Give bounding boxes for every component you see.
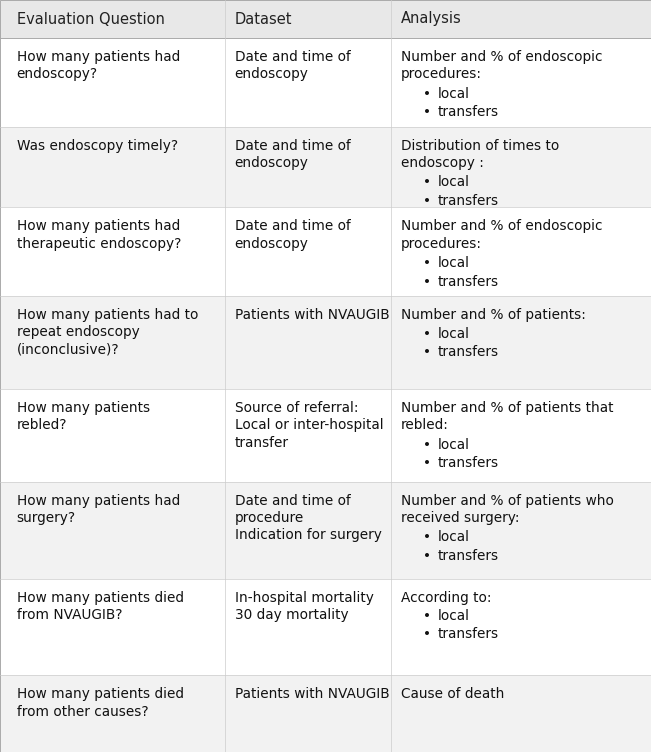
Text: transfers: transfers <box>437 549 499 562</box>
Text: •: • <box>422 345 430 359</box>
Text: •: • <box>422 530 430 544</box>
Text: Number and % of endoscopic
procedures:: Number and % of endoscopic procedures: <box>400 220 602 250</box>
Bar <box>0 675 651 752</box>
Text: Date and time of
endoscopy: Date and time of endoscopy <box>234 220 350 250</box>
Text: Number and % of patients who
received surgery:: Number and % of patients who received su… <box>400 494 613 525</box>
Text: How many patients had
surgery?: How many patients had surgery? <box>16 494 180 525</box>
Text: transfers: transfers <box>437 627 499 641</box>
Text: •: • <box>422 326 430 341</box>
Text: Number and % of endoscopic
procedures:: Number and % of endoscopic procedures: <box>400 50 602 81</box>
Text: Patients with NVAUGIB: Patients with NVAUGIB <box>234 308 389 322</box>
Text: Cause of death: Cause of death <box>400 687 504 702</box>
Text: Number and % of patients that
rebled:: Number and % of patients that rebled: <box>400 401 613 432</box>
Text: Source of referral:
Local or inter-hospital
transfer: Source of referral: Local or inter-hospi… <box>234 401 383 450</box>
Text: Distribution of times to
endoscopy :: Distribution of times to endoscopy : <box>400 139 559 170</box>
Text: transfers: transfers <box>437 194 499 208</box>
Text: transfers: transfers <box>437 105 499 119</box>
Text: Analysis: Analysis <box>400 11 462 26</box>
Text: •: • <box>422 194 430 208</box>
Text: Date and time of
procedure
Indication for surgery: Date and time of procedure Indication fo… <box>234 494 381 542</box>
Text: •: • <box>422 86 430 101</box>
Bar <box>0 38 651 127</box>
Text: local: local <box>437 326 469 341</box>
Text: transfers: transfers <box>437 456 499 470</box>
Text: How many patients died
from other causes?: How many patients died from other causes… <box>16 687 184 719</box>
Text: •: • <box>422 549 430 562</box>
Text: local: local <box>437 256 469 270</box>
Text: •: • <box>422 627 430 641</box>
Text: transfers: transfers <box>437 345 499 359</box>
Text: •: • <box>422 609 430 623</box>
Text: •: • <box>422 274 430 289</box>
Bar <box>0 482 651 578</box>
Text: According to:: According to: <box>400 590 491 605</box>
Text: How many patients had
endoscopy?: How many patients had endoscopy? <box>16 50 180 81</box>
Text: transfers: transfers <box>437 274 499 289</box>
Text: Date and time of
endoscopy: Date and time of endoscopy <box>234 50 350 81</box>
Text: Date and time of
endoscopy: Date and time of endoscopy <box>234 139 350 170</box>
Bar <box>0 0 651 38</box>
Bar <box>0 296 651 389</box>
Text: •: • <box>422 438 430 452</box>
Text: •: • <box>422 175 430 190</box>
Bar <box>0 208 651 296</box>
Text: local: local <box>437 609 469 623</box>
Text: •: • <box>422 105 430 119</box>
Text: Was endoscopy timely?: Was endoscopy timely? <box>16 139 178 153</box>
Text: How many patients
rebled?: How many patients rebled? <box>16 401 150 432</box>
Text: •: • <box>422 456 430 470</box>
Text: How many patients had
therapeutic endoscopy?: How many patients had therapeutic endosc… <box>16 220 181 250</box>
Text: How many patients had to
repeat endoscopy
(inconclusive)?: How many patients had to repeat endoscop… <box>16 308 198 356</box>
Text: local: local <box>437 530 469 544</box>
Bar <box>0 578 651 675</box>
Text: local: local <box>437 175 469 190</box>
Text: Patients with NVAUGIB: Patients with NVAUGIB <box>234 687 389 702</box>
Text: Number and % of patients:: Number and % of patients: <box>400 308 585 322</box>
Text: Evaluation Question: Evaluation Question <box>16 11 165 26</box>
Text: In-hospital mortality
30 day mortality: In-hospital mortality 30 day mortality <box>234 590 374 622</box>
Text: Dataset: Dataset <box>234 11 292 26</box>
Bar <box>0 127 651 208</box>
Bar <box>0 389 651 482</box>
Text: How many patients died
from NVAUGIB?: How many patients died from NVAUGIB? <box>16 590 184 622</box>
Text: •: • <box>422 256 430 270</box>
Text: local: local <box>437 438 469 452</box>
Text: local: local <box>437 86 469 101</box>
